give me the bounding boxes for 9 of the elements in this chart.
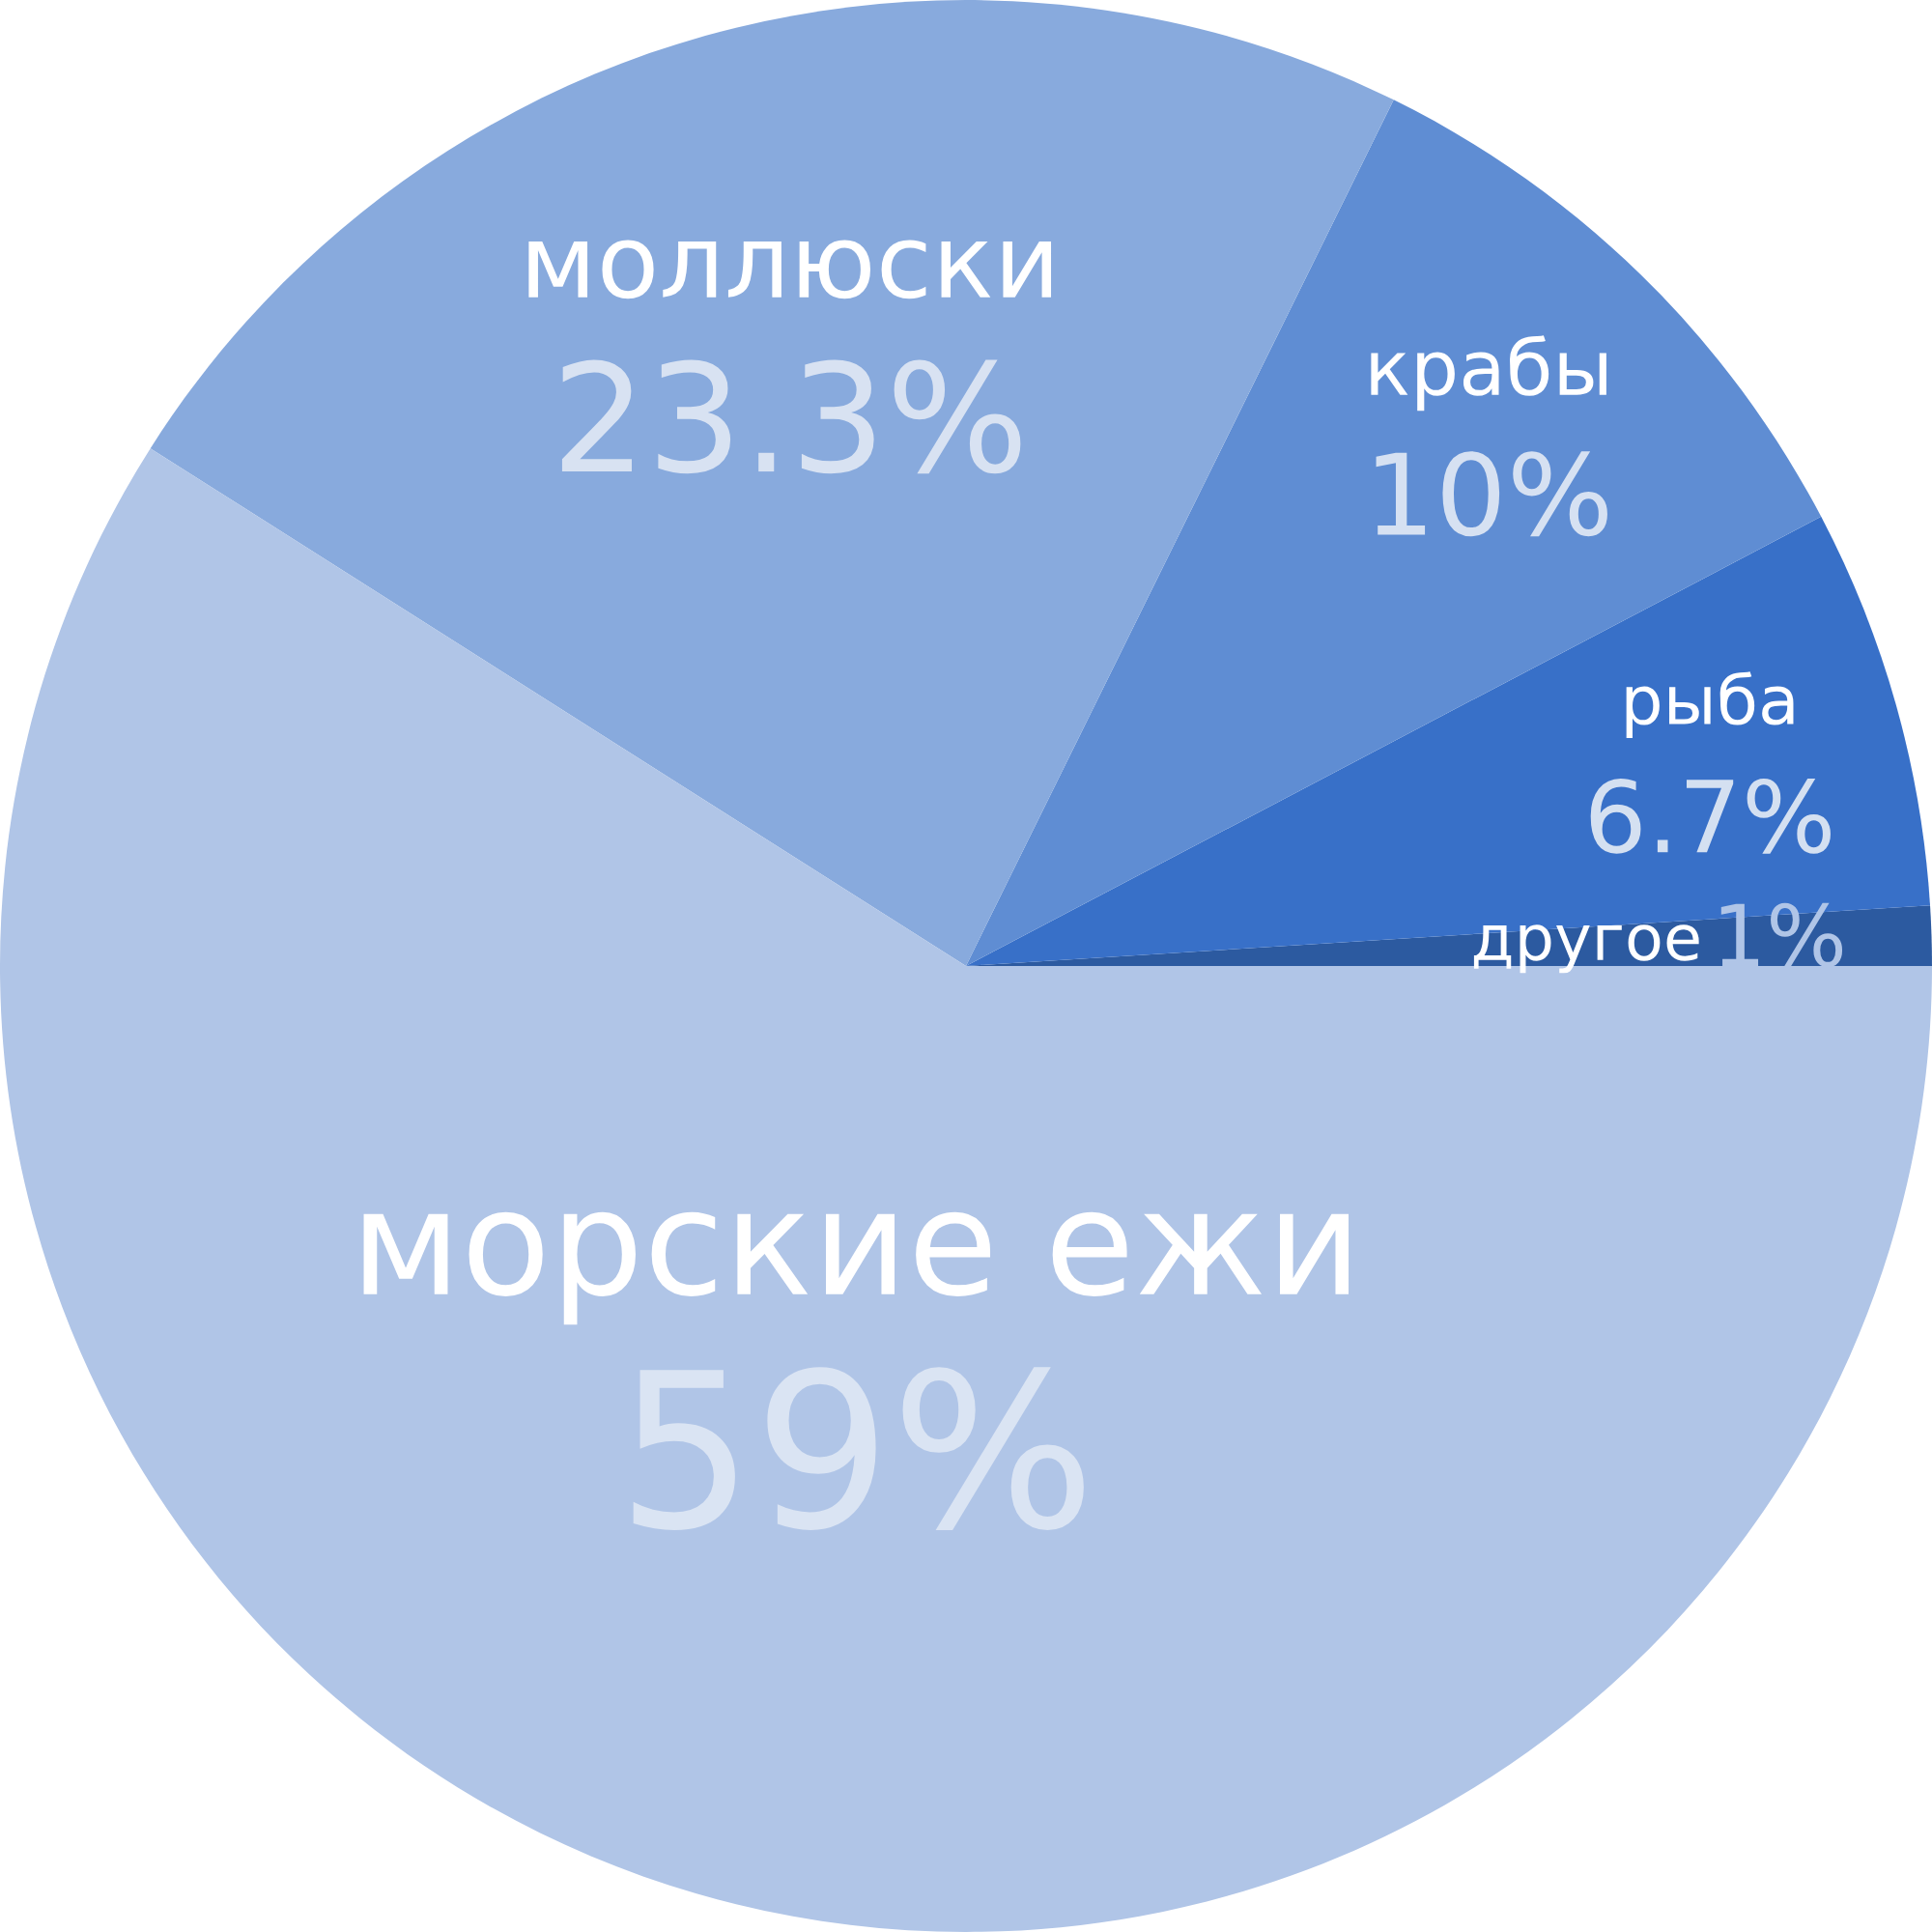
slice-label: рыба [1626,671,1794,739]
slice-label: другое [1473,924,1699,974]
data-label: 1% [1720,902,1843,968]
slice-label: моллюски [528,240,1052,299]
slice-label: морские ежи [363,1211,1350,1325]
data-label: 6.7% [1590,778,1831,854]
data-label: 10% [1376,451,1607,537]
slice-label: крабы [1371,335,1606,412]
data-label: 23.3% [561,359,1021,474]
